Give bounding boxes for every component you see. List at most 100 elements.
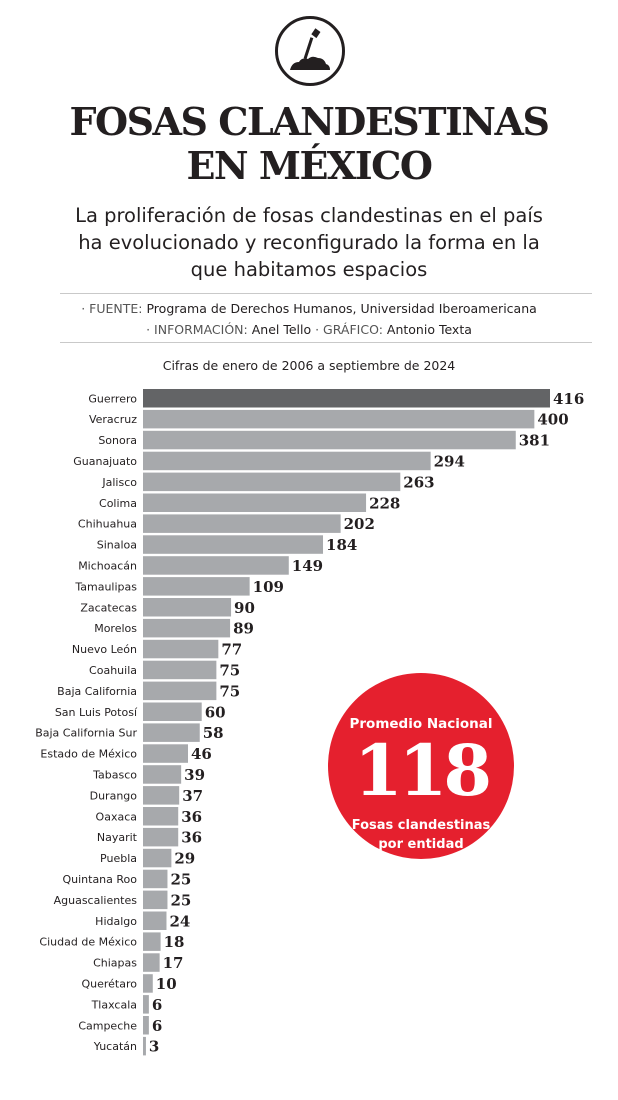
value-label: 6	[152, 1017, 162, 1035]
value-label: 25	[170, 870, 191, 888]
divider-bottom	[60, 342, 592, 343]
value-label: 381	[519, 432, 550, 450]
value-label: 416	[553, 390, 584, 408]
value-label: 75	[219, 682, 240, 700]
bar	[143, 827, 179, 847]
bar	[143, 514, 341, 533]
info-value: Anel Tello	[251, 322, 312, 337]
title-line-2: EN MÉXICO	[186, 143, 433, 188]
category-label: Chihuahua	[78, 518, 137, 531]
bar	[143, 598, 232, 617]
bar	[143, 681, 217, 701]
category-label: Puebla	[100, 852, 137, 865]
value-label: 90	[234, 599, 255, 617]
value-label: 29	[174, 850, 195, 868]
value-label: 400	[537, 411, 568, 429]
value-label: 77	[221, 641, 242, 659]
category-label: Baja California Sur	[35, 727, 137, 740]
value-label: 60	[205, 703, 226, 721]
bar	[143, 618, 231, 638]
value-label: 89	[233, 620, 254, 638]
bar	[143, 911, 167, 930]
category-label: Baja California	[57, 685, 137, 698]
value-label: 184	[326, 536, 357, 554]
category-label: Morelos	[94, 622, 137, 635]
callout-label-bottom-1: Fosas clandestinas	[351, 818, 491, 833]
bar	[143, 535, 324, 554]
value-label: 202	[344, 515, 375, 533]
category-label: Sinaloa	[97, 539, 137, 552]
bar	[143, 723, 200, 742]
category-label: Oaxaca	[96, 810, 137, 823]
callout-label-top: Promedio Nacional	[349, 716, 493, 732]
source-label: · FUENTE:	[81, 301, 143, 316]
category-label: Nuevo León	[72, 643, 137, 656]
bar	[143, 1036, 146, 1056]
bar	[143, 493, 367, 512]
subtitle-line-2: ha evolucionado y reconfigurado la forma…	[78, 231, 540, 254]
value-label: 58	[203, 724, 224, 742]
shovel-dirt-icon	[275, 16, 345, 86]
category-label: Guerrero	[88, 392, 137, 405]
divider-top	[60, 293, 592, 294]
bar	[143, 577, 250, 596]
graphic-label: · GRÁFICO:	[315, 322, 383, 337]
bar	[143, 556, 289, 575]
value-label: 36	[181, 829, 202, 847]
category-label: Zacatecas	[80, 601, 137, 614]
category-label: Veracruz	[89, 413, 137, 426]
bar	[143, 472, 401, 492]
bar	[143, 995, 149, 1014]
value-label: 25	[170, 891, 191, 909]
callout-label-bottom-2: por entidad	[378, 837, 464, 852]
chart-title: Cifras de enero de 2006 a septiembre de …	[162, 358, 456, 373]
value-label: 75	[219, 661, 240, 679]
source-value: Programa de Derechos Humanos, Universida…	[146, 301, 537, 316]
bar	[143, 430, 516, 450]
category-label: Tabasco	[92, 768, 137, 781]
bar-chart: Guerrero 416 Veracruz 400 Sonora 381 Guanajuat…	[35, 389, 584, 1056]
bar	[143, 744, 189, 763]
subtitle: La proliferación de fosas clandestinas e…	[40, 202, 578, 283]
bar	[143, 786, 180, 805]
bar	[143, 1016, 149, 1035]
bar	[143, 932, 161, 951]
bar	[143, 869, 168, 889]
category-label: Quintana Roo	[62, 873, 137, 886]
value-label: 36	[181, 808, 202, 826]
value-label: 18	[164, 933, 185, 951]
value-label: 46	[191, 745, 212, 763]
category-label: Sonora	[98, 434, 137, 447]
value-label: 24	[169, 912, 190, 930]
category-label: Michoacán	[78, 559, 137, 572]
category-label: Campeche	[78, 1019, 137, 1032]
value-label: 263	[403, 473, 434, 491]
credits-info: · INFORMACIÓN: Anel Tello · GRÁFICO: Ant…	[0, 320, 618, 340]
bar	[143, 639, 219, 659]
bar	[143, 451, 431, 471]
category-label: Durango	[90, 789, 138, 802]
category-label: Chiapas	[93, 957, 137, 970]
callout-label-bottom: Fosas clandestinas por entidad	[328, 816, 514, 854]
bar	[143, 807, 179, 826]
bar	[143, 848, 172, 868]
bar	[143, 389, 550, 408]
category-label: San Luis Potosí	[55, 706, 138, 719]
category-label: Colima	[99, 497, 137, 510]
subtitle-line-3: que habitamos espacios	[190, 258, 428, 281]
category-label: Nayarit	[97, 831, 138, 844]
category-label: Querétaro	[81, 977, 137, 990]
bar	[143, 890, 168, 910]
bar	[143, 974, 153, 993]
bar	[143, 409, 535, 429]
callout-value: 118	[353, 729, 492, 812]
category-label: Coahuila	[89, 664, 137, 677]
category-label: Estado de México	[40, 748, 137, 761]
category-label: Tamaulipas	[74, 580, 137, 593]
value-label: 294	[434, 452, 465, 470]
value-label: 37	[182, 787, 203, 805]
subtitle-line-1: La proliferación de fosas clandestinas e…	[75, 204, 543, 227]
category-label: Guanajuato	[73, 455, 137, 468]
value-label: 109	[253, 578, 284, 596]
value-label: 17	[163, 954, 184, 972]
